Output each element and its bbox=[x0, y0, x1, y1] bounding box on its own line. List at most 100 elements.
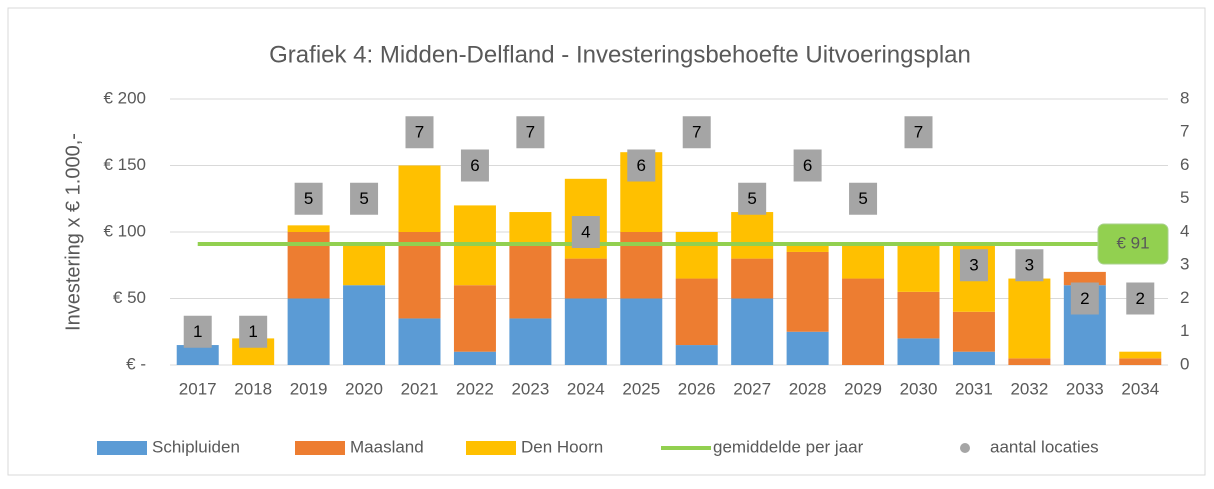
count-marker bbox=[239, 315, 268, 348]
x-tick-label: 2018 bbox=[234, 379, 272, 398]
x-tick-label: 2022 bbox=[456, 379, 494, 398]
bar-segment bbox=[731, 298, 774, 365]
y2-tick-label: 0 bbox=[1180, 354, 1189, 373]
bar-segment bbox=[842, 278, 885, 365]
y2-tick-label: 4 bbox=[1180, 221, 1189, 240]
y2-tick-label: 5 bbox=[1180, 188, 1189, 207]
count-label: 5 bbox=[747, 189, 756, 208]
count-marker bbox=[849, 182, 878, 215]
bar-segment bbox=[287, 298, 330, 365]
x-tick-label: 2027 bbox=[733, 379, 771, 398]
bar-segment bbox=[509, 245, 552, 319]
y2-tick-label: 1 bbox=[1180, 321, 1189, 340]
count-marker bbox=[516, 116, 545, 149]
count-label: 7 bbox=[415, 123, 424, 142]
bar-segment bbox=[675, 278, 718, 346]
legend-label: Den Hoorn bbox=[521, 437, 603, 456]
count-label: 2 bbox=[1080, 289, 1089, 308]
bar-segment bbox=[897, 245, 940, 292]
count-marker bbox=[904, 116, 933, 149]
count-label: 6 bbox=[803, 156, 812, 175]
bar-segment bbox=[786, 245, 829, 252]
count-label: 3 bbox=[969, 256, 978, 275]
legend-swatch bbox=[960, 443, 970, 453]
bar-segment bbox=[731, 212, 774, 259]
count-marker bbox=[793, 149, 822, 182]
average-label-box bbox=[1097, 223, 1169, 265]
x-tick-label: 2020 bbox=[345, 379, 383, 398]
chart-title: Grafiek 4: Midden-Delfland - Investering… bbox=[269, 41, 971, 68]
bar-segment bbox=[1119, 351, 1162, 359]
x-tick-label: 2028 bbox=[789, 379, 827, 398]
count-label: 6 bbox=[637, 156, 646, 175]
y-tick-label: € - bbox=[126, 354, 146, 373]
legend-swatch bbox=[97, 441, 147, 455]
x-tick-label: 2026 bbox=[678, 379, 716, 398]
count-marker bbox=[1070, 282, 1099, 315]
legend-swatch bbox=[295, 441, 345, 455]
average-label: € 91 bbox=[1116, 233, 1149, 252]
x-tick-label: 2032 bbox=[1010, 379, 1048, 398]
bar-segment bbox=[786, 331, 829, 365]
legend-label: Schipluiden bbox=[152, 437, 240, 456]
bar-segment bbox=[1063, 271, 1106, 286]
bar-segment bbox=[398, 318, 441, 365]
bar-segment bbox=[1008, 358, 1051, 365]
bar-segment bbox=[509, 212, 552, 246]
count-label: 1 bbox=[193, 322, 202, 341]
count-marker bbox=[1015, 249, 1044, 282]
bar-segment bbox=[897, 291, 940, 339]
count-marker bbox=[405, 116, 434, 149]
x-tick-label: 2031 bbox=[955, 379, 993, 398]
count-label: 7 bbox=[914, 123, 923, 142]
legend-label: aantal locaties bbox=[990, 437, 1099, 456]
y-tick-label: € 200 bbox=[103, 88, 146, 107]
count-marker bbox=[959, 249, 988, 282]
y2-tick-label: 6 bbox=[1180, 155, 1189, 174]
y2-tick-label: 8 bbox=[1180, 88, 1189, 107]
y-tick-label: € 100 bbox=[103, 221, 146, 240]
bar-segment bbox=[620, 298, 663, 365]
x-tick-label: 2030 bbox=[900, 379, 938, 398]
x-tick-label: 2023 bbox=[511, 379, 549, 398]
bar-segment bbox=[343, 245, 386, 286]
bar-segment bbox=[897, 338, 940, 365]
bar-segment bbox=[675, 232, 718, 279]
count-marker bbox=[460, 149, 489, 182]
count-label: 7 bbox=[526, 123, 535, 142]
legend-swatch bbox=[466, 441, 516, 455]
y-axis-label: Investering x € 1.000,- bbox=[62, 133, 84, 331]
count-label: 1 bbox=[248, 322, 257, 341]
y-tick-label: € 50 bbox=[113, 288, 146, 307]
bar-segment bbox=[176, 345, 219, 365]
bar-segment bbox=[453, 285, 496, 352]
bar-segment bbox=[398, 232, 441, 319]
count-label: 3 bbox=[1025, 256, 1034, 275]
bar-segment bbox=[509, 318, 552, 365]
bar-segment bbox=[952, 351, 995, 365]
y2-tick-label: 7 bbox=[1180, 122, 1189, 141]
bar-segment bbox=[675, 345, 718, 365]
x-tick-label: 2024 bbox=[567, 379, 605, 398]
count-label: 4 bbox=[581, 222, 590, 241]
count-marker bbox=[682, 116, 711, 149]
legend-label: gemiddelde per jaar bbox=[713, 437, 864, 456]
count-label: 5 bbox=[359, 189, 368, 208]
count-marker bbox=[571, 216, 600, 248]
count-label: 5 bbox=[304, 189, 313, 208]
count-marker bbox=[350, 182, 379, 215]
count-label: 2 bbox=[1136, 289, 1145, 308]
bar-segment bbox=[786, 251, 829, 332]
x-tick-label: 2034 bbox=[1121, 379, 1159, 398]
x-tick-label: 2021 bbox=[401, 379, 439, 398]
count-marker bbox=[627, 149, 656, 182]
legend-label: Maasland bbox=[350, 437, 424, 456]
bar-segment bbox=[564, 298, 607, 365]
bar-segment bbox=[731, 258, 774, 299]
bar-segment bbox=[842, 245, 885, 279]
x-tick-label: 2029 bbox=[844, 379, 882, 398]
bar-segment bbox=[398, 165, 441, 232]
x-tick-label: 2033 bbox=[1066, 379, 1104, 398]
count-label: 7 bbox=[692, 123, 701, 142]
